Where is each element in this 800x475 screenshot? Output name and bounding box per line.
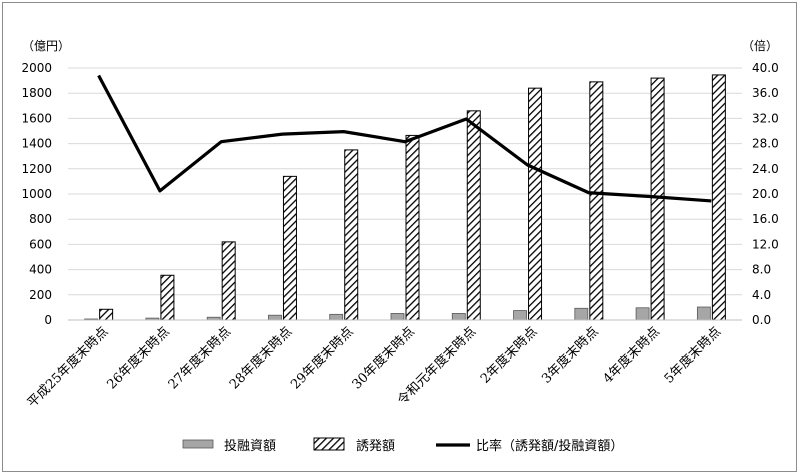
right-tick-label: 40.0 <box>752 61 779 75</box>
bar-induced <box>528 87 543 321</box>
category-label: 平成25年度末時点 <box>24 324 111 411</box>
left-axis-unit: （億円） <box>22 39 70 53</box>
bar-induced <box>711 74 726 321</box>
bar-investment <box>574 307 589 321</box>
category-label: 3年度末時点 <box>539 324 602 387</box>
category-label: 26年度末時点 <box>104 324 173 393</box>
left-tick-label: 0 <box>44 313 52 327</box>
bar-investment <box>451 313 466 321</box>
right-tick-label: 8.0 <box>752 263 771 277</box>
left-tick-label: 800 <box>29 212 52 226</box>
category-label: 2年度末時点 <box>477 324 540 387</box>
category-label: 27年度末時点 <box>165 324 234 393</box>
left-tick-label: 400 <box>29 263 52 277</box>
left-tick-label: 2000 <box>21 61 52 75</box>
bar-investment <box>696 306 711 321</box>
right-tick-label: 4.0 <box>752 288 771 302</box>
bar-investment <box>268 314 282 321</box>
bar-induced <box>650 77 665 321</box>
ratio-line-path <box>97 74 712 203</box>
bar-induced <box>344 149 359 321</box>
bar-induced <box>466 110 481 321</box>
ratio-line <box>97 74 712 203</box>
right-tick-label: 28.0 <box>752 137 779 151</box>
legend: 投融資額 誘発額 比率（誘発額/投融資額） <box>182 437 623 454</box>
bar-investment <box>390 313 405 321</box>
left-tick-label: 1000 <box>21 187 52 201</box>
left-tick-label: 1600 <box>21 111 52 125</box>
bar-induced <box>99 308 114 321</box>
left-tick-label: 200 <box>29 288 52 302</box>
category-label: 28年度末時点 <box>226 324 295 393</box>
bar-induced <box>221 241 236 321</box>
bar-investment <box>513 310 527 321</box>
left-tick-label: 1800 <box>21 86 52 100</box>
gridlines <box>68 67 742 296</box>
legend-label-investment: 投融資額 <box>224 438 276 454</box>
right-axis-unit: （倍） <box>742 38 778 53</box>
left-tick-label: 1200 <box>21 162 52 176</box>
bar-investment <box>635 307 650 321</box>
bar-induced <box>405 134 420 321</box>
bar-induced <box>589 81 604 321</box>
legend-swatch-induced <box>313 437 345 451</box>
bars <box>84 74 726 321</box>
category-label: 4年度末時点 <box>600 324 663 387</box>
legend-swatch-investment <box>182 439 214 449</box>
left-tick-label: 600 <box>29 237 52 251</box>
right-tick-label: 36.0 <box>752 86 779 100</box>
axis-labels: 0 200 400 600 800 1000 1200 1400 1600 1800 2000 0.0… <box>21 61 778 411</box>
right-tick-label: 16.0 <box>752 212 779 226</box>
category-label: 30年度末時点 <box>349 324 418 393</box>
bar-induced <box>282 175 297 321</box>
legend-label-ratio: 比率（誘発額/投融資額） <box>476 438 623 454</box>
left-tick-label: 1400 <box>21 137 52 151</box>
right-tick-label: 32.0 <box>752 111 779 125</box>
right-tick-label: 24.0 <box>752 162 779 176</box>
right-tick-label: 12.0 <box>752 237 779 251</box>
category-label: 5年度末時点 <box>661 324 724 387</box>
bar-investment <box>329 313 344 321</box>
right-tick-label: 0.0 <box>752 313 771 327</box>
bar-induced <box>160 274 175 321</box>
right-tick-label: 20.0 <box>752 187 779 201</box>
category-label: 29年度末時点 <box>288 324 357 393</box>
legend-label-induced: 誘発額 <box>356 439 395 454</box>
